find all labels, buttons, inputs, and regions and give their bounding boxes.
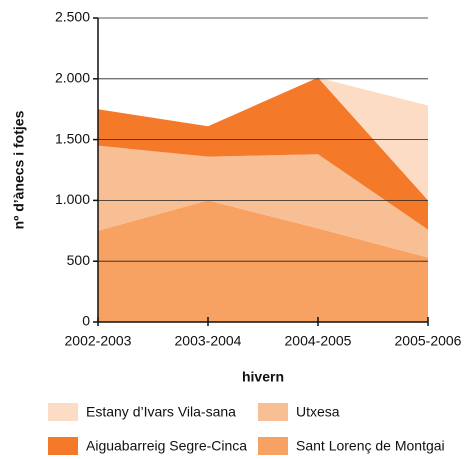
area xyxy=(98,77,428,230)
y-axis-label: nº d’ànecs i fotjes xyxy=(11,110,27,229)
y-tick-label: 2.500 xyxy=(55,9,90,25)
area xyxy=(98,145,428,258)
legend-label: Aiguabarreig Segre-Cinca xyxy=(86,438,247,454)
legend-swatch xyxy=(48,437,78,455)
y-tick-label: 1.500 xyxy=(55,130,90,146)
x-tick-label: 2002-2003 xyxy=(65,333,132,349)
legend-label: Estany d’Ivars Vila-sana xyxy=(86,404,236,420)
legend-swatch xyxy=(48,403,78,421)
y-tick-label: 1.000 xyxy=(55,191,90,207)
y-tick-label: 0 xyxy=(82,313,90,329)
y-tick-label: 500 xyxy=(67,252,91,268)
area xyxy=(98,77,428,201)
legend-swatch xyxy=(258,403,288,421)
x-tick-label: 2005-2006 xyxy=(395,333,462,349)
legend-label: Sant Lorenç de Montgai xyxy=(296,438,445,454)
legend-label: Utxesa xyxy=(296,404,340,420)
x-tick-label: 2004-2005 xyxy=(285,333,352,349)
x-tick-label: 2003-2004 xyxy=(175,333,242,349)
x-axis-label: hivern xyxy=(242,369,284,385)
y-tick-label: 2.000 xyxy=(55,70,90,86)
legend-swatch xyxy=(258,437,288,455)
